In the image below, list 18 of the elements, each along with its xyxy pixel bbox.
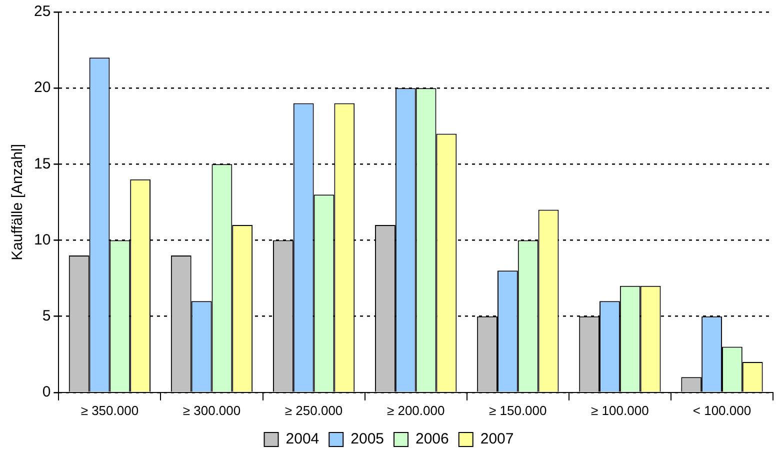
y-tick-label: 15: [34, 155, 51, 172]
legend-label: 2005: [350, 430, 384, 448]
y-tick-label: 5: [42, 307, 51, 324]
y-tick-label: 0: [42, 384, 51, 401]
x-tick-label: ≥ 350.000: [80, 402, 139, 418]
y-tick-label: 20: [34, 79, 51, 96]
x-tick-label: ≥ 150.000: [489, 402, 547, 418]
legend-label: 2004: [286, 430, 320, 448]
legend-label: 2007: [480, 430, 514, 448]
x-tick-label: ≥ 300.000: [182, 402, 241, 418]
x-tick-label: ≥ 100.000: [591, 402, 649, 418]
x-tick-label: ≥ 200.000: [386, 402, 445, 418]
legend-label: 2006: [416, 430, 449, 448]
y-tick-label: 10: [34, 231, 51, 248]
y-tick-label: 25: [34, 3, 51, 20]
y-axis-title: Kauffälle [Anzahl]: [9, 144, 26, 260]
x-tick-label: ≥ 250.000: [284, 402, 343, 418]
x-tick-label: < 100.000: [692, 402, 752, 418]
